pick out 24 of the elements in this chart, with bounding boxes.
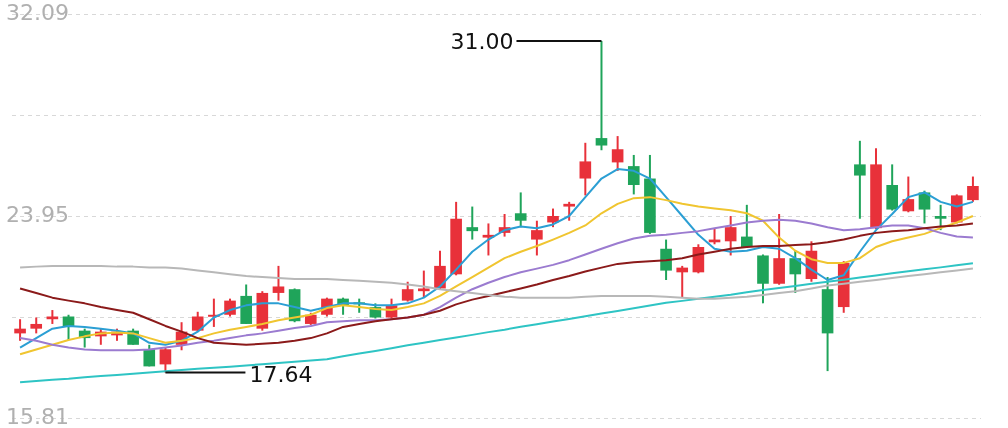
candlestick <box>401 280 414 303</box>
annotation: 17.64 <box>249 362 313 388</box>
candlestick <box>934 203 947 232</box>
candlestick <box>660 238 672 282</box>
candlestick <box>418 269 430 299</box>
candlestick <box>466 205 479 241</box>
candlestick <box>627 153 640 196</box>
candlestick <box>595 40 608 152</box>
candlestick <box>854 139 866 220</box>
candlestick <box>741 203 753 250</box>
candlestick <box>531 219 543 257</box>
y-tick-label: 23.95 <box>6 201 69 227</box>
candlestick <box>724 215 737 257</box>
annotation: 31.00 <box>450 28 514 54</box>
candlestick <box>563 200 575 222</box>
candlestick <box>789 249 802 294</box>
candlestick <box>272 264 285 302</box>
candlestick <box>967 175 979 203</box>
candlestick <box>579 141 592 197</box>
y-tick-label: 32.09 <box>6 0 69 25</box>
candlestick <box>611 135 624 172</box>
y-tick-label: 15.81 <box>6 403 69 428</box>
candlestick <box>547 207 559 229</box>
candlestick <box>159 346 172 374</box>
